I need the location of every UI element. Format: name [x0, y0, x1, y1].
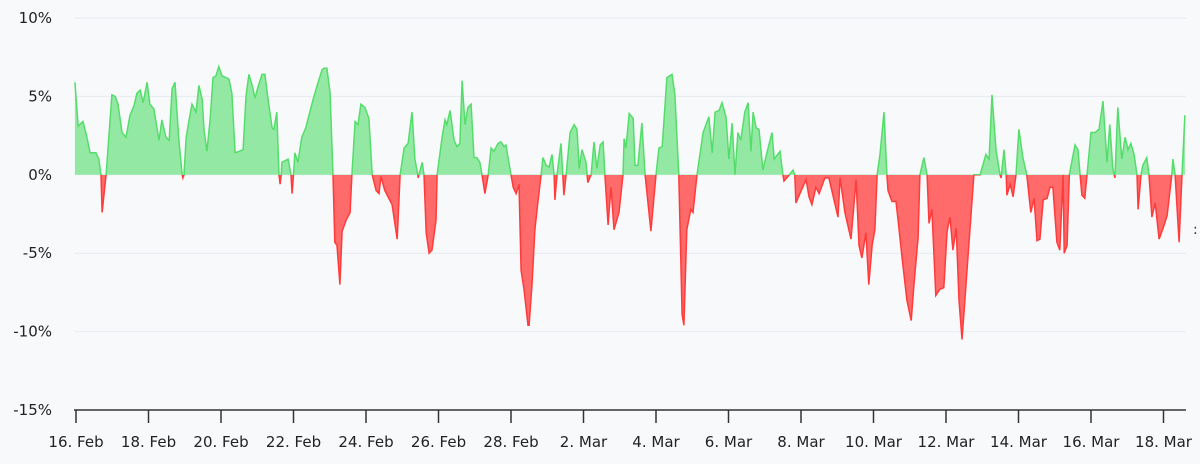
y-tick-label: 5% [28, 87, 52, 105]
y-axis-labels: 10% 5% 0% -5% -10% -15% [13, 9, 52, 419]
negative-area [100, 175, 1183, 340]
x-tick-label: 12. Mar [918, 433, 976, 451]
x-tick-label: 26. Feb [411, 433, 466, 451]
positive-area [74, 64, 1186, 175]
x-tick-label: 4. Mar [632, 433, 680, 451]
y-tick-label: -10% [13, 323, 52, 341]
negative-area-fill [101, 175, 1182, 340]
x-tick-label: 18. Feb [121, 433, 176, 451]
x-tick-label: 20. Feb [193, 433, 248, 451]
y-tick-label: 0% [28, 166, 52, 184]
x-tick-label: 16. Mar [1063, 433, 1121, 451]
x-tick-label: 22. Feb [266, 433, 321, 451]
positive-area-line [74, 64, 1186, 175]
x-tick-label: 18. Mar [1135, 433, 1193, 451]
x-tick-label: 28. Feb [483, 433, 538, 451]
y-tick-label: -15% [13, 401, 52, 419]
x-tick-label: 6. Mar [705, 433, 753, 451]
x-axis: 16. Feb 18. Feb 20. Feb 22. Feb 24. Feb 26. F… [48, 409, 1193, 451]
x-tick-label: 10. Mar [845, 433, 903, 451]
x-tick-label: 14. Mar [990, 433, 1048, 451]
x-tick-label: 16. Feb [48, 433, 103, 451]
x-tick-label: 8. Mar [777, 433, 825, 451]
x-tick-label: 2. Mar [560, 433, 608, 451]
positive-area-fill [74, 66, 1185, 175]
x-tick-label: 24. Feb [338, 433, 393, 451]
negative-area-line [100, 175, 1183, 340]
clipped-tooltip-fragment: : [1193, 222, 1198, 238]
y-tick-label: 10% [19, 9, 52, 27]
y-tick-label: -5% [23, 244, 52, 262]
